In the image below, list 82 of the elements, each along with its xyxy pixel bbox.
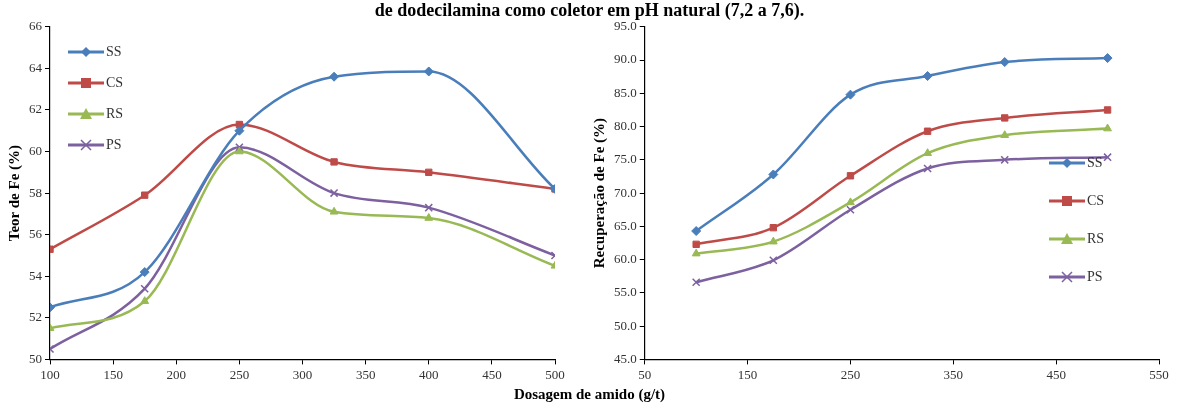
point <box>139 267 150 278</box>
point <box>692 240 700 248</box>
x-tick-label: 250 <box>840 366 861 382</box>
y-tick-label: 58 <box>29 184 42 200</box>
y-tick-label: 50.0 <box>614 317 637 333</box>
point <box>768 236 778 245</box>
point <box>691 277 701 287</box>
point <box>1001 114 1009 122</box>
x-tick-label: 150 <box>103 366 123 382</box>
point <box>330 158 338 166</box>
y-axis-title: Recuperação de Fe (%) <box>590 117 608 269</box>
y-tick-label: 70.0 <box>614 184 637 200</box>
point <box>140 284 149 294</box>
y-tick-label: 66 <box>29 18 43 34</box>
legend-label: RS <box>106 106 124 123</box>
y-tick-label: 64 <box>29 59 43 75</box>
x-tick-label: 500 <box>545 366 565 382</box>
y-tick-label: 85.0 <box>614 84 637 100</box>
point <box>329 188 339 198</box>
point <box>329 206 339 215</box>
x-tick-label: 50 <box>638 366 652 382</box>
y-tick-label: 50 <box>29 350 42 366</box>
point <box>424 203 434 212</box>
point <box>845 89 856 100</box>
y-tick-label: 75.0 <box>614 151 637 167</box>
y-tick-label: 45.0 <box>614 350 637 366</box>
point <box>1000 155 1010 165</box>
x-tick-label: 300 <box>292 366 313 382</box>
point <box>922 71 933 82</box>
point <box>768 169 779 180</box>
point <box>846 197 855 206</box>
y-axis-title: Teor de Fe (%) <box>5 144 23 242</box>
point <box>141 191 149 199</box>
point <box>923 164 932 173</box>
x-tick-label: 100 <box>40 366 60 382</box>
x-tick-label: 400 <box>419 366 439 382</box>
point <box>691 248 701 257</box>
point <box>923 127 932 135</box>
legend-label: CS <box>106 75 124 92</box>
x-tick-label: 250 <box>229 366 250 382</box>
point <box>1103 152 1112 162</box>
point <box>140 296 150 304</box>
x-axis-title: Dosagem de amido (g/t) <box>512 386 667 403</box>
legend-label: RS <box>1087 230 1105 247</box>
x-tick-label: 200 <box>166 366 186 382</box>
legend-label: SS <box>106 44 122 61</box>
legend-label: SS <box>1087 154 1103 171</box>
y-tick-label: 62 <box>29 101 42 117</box>
x-tick-label: 450 <box>482 366 502 382</box>
x-tick-label: 550 <box>1149 366 1169 382</box>
point <box>769 256 778 265</box>
x-tick-label: 150 <box>737 366 758 382</box>
point <box>329 71 340 82</box>
point <box>234 125 245 136</box>
y-tick-label: 60 <box>29 142 42 158</box>
y-tick-label: 54 <box>29 267 43 283</box>
point <box>846 205 855 215</box>
point <box>769 224 777 232</box>
point <box>1000 130 1010 138</box>
point <box>923 148 932 156</box>
point <box>1103 106 1112 114</box>
legend-label: CS <box>1087 192 1105 209</box>
legend-label: PS <box>1087 268 1103 285</box>
y-tick-label: 65.0 <box>614 217 637 233</box>
point <box>999 57 1010 68</box>
x-tick-label: 450 <box>1046 366 1066 382</box>
x-tick-label: 350 <box>943 366 964 382</box>
point <box>424 213 434 221</box>
chart-title: de dodecilamina como coletor em pH natural (7,2 a 7,6). <box>373 0 806 20</box>
point <box>846 172 855 180</box>
y-tick-label: 52 <box>29 309 42 325</box>
point <box>691 226 702 237</box>
y-tick-label: 90.0 <box>614 51 637 67</box>
point <box>423 66 434 77</box>
y-tick-label: 55.0 <box>614 284 637 300</box>
x-tick-label: 350 <box>355 366 376 382</box>
legend-label: PS <box>106 137 122 154</box>
y-tick-label: 56 <box>29 226 43 242</box>
y-tick-label: 80.0 <box>614 118 637 133</box>
point <box>1103 123 1112 132</box>
y-tick-label: 60.0 <box>614 251 637 267</box>
point <box>425 168 433 176</box>
